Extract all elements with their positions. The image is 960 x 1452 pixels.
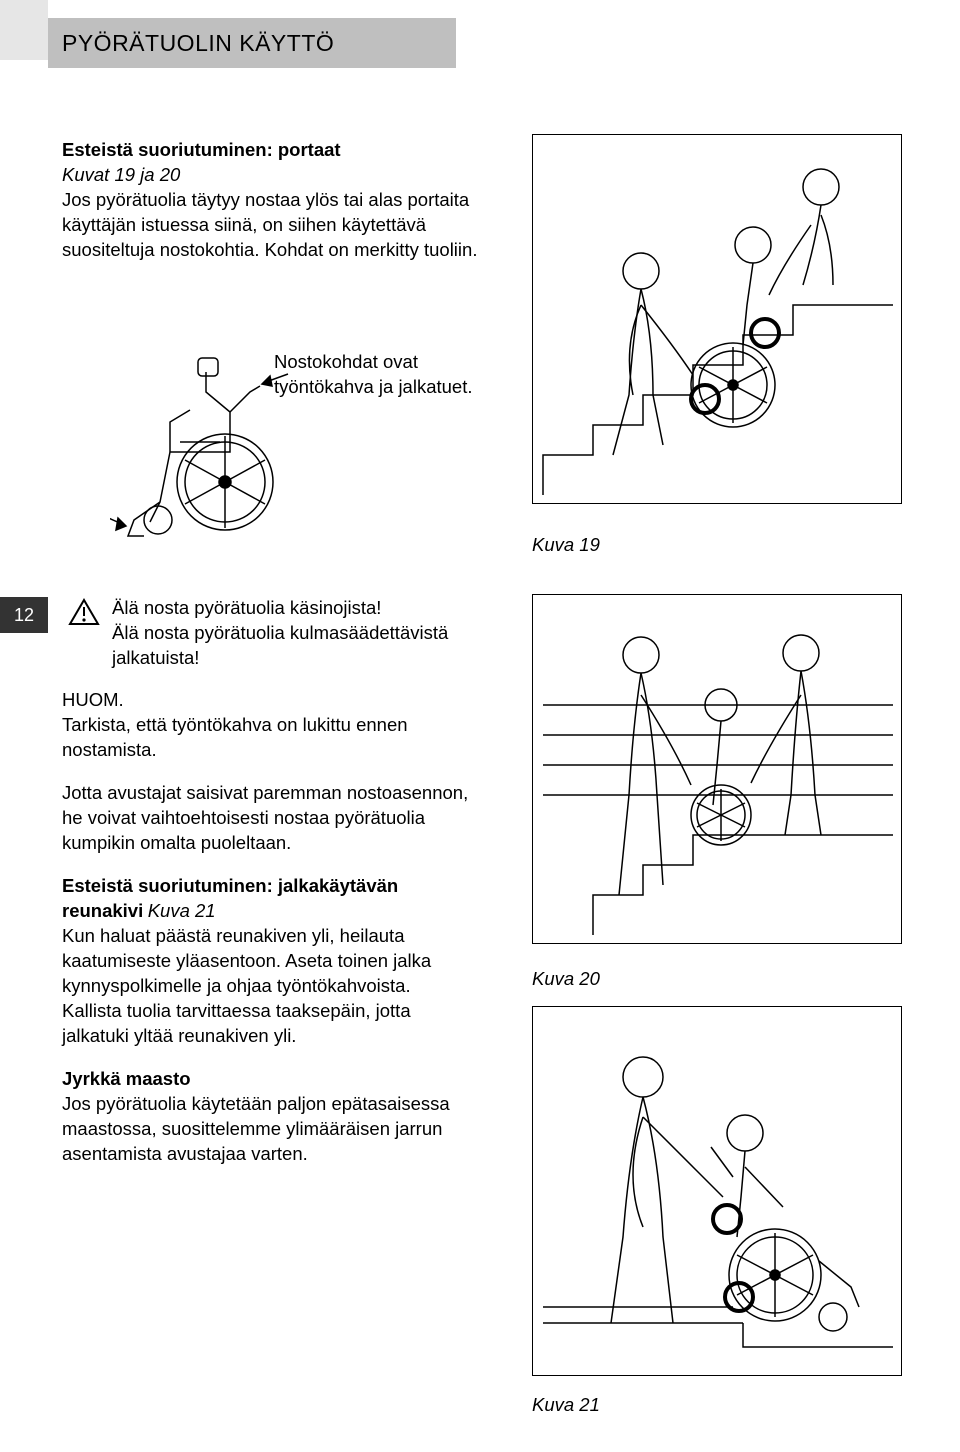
caption-21: Kuva 21: [532, 1394, 600, 1416]
note-label: HUOM.: [62, 689, 124, 710]
intro-block: Esteistä suoriutuminen: portaat Kuvat 19…: [62, 138, 482, 271]
intro-subheading: Esteistä suoriutuminen: portaat: [62, 139, 341, 160]
terrain-heading: Jyrkkä maasto: [62, 1068, 191, 1089]
warning-block: Älä nosta pyörätuolia käsinojista! Älä n…: [68, 596, 482, 671]
intro-body: Jos pyörätuolia täytyy nostaa ylös tai a…: [62, 189, 477, 260]
left-margin-tab: [0, 0, 48, 60]
warning-text: Älä nosta pyörätuolia käsinojista! Älä n…: [112, 596, 482, 671]
assist-paragraph: Jotta avustajat saisivat paremman nostoa…: [62, 782, 468, 853]
warning-line-2: Älä nosta pyörätuolia kulmasäädettävistä…: [112, 622, 448, 668]
warning-icon: [68, 598, 100, 626]
caption-20: Kuva 20: [532, 968, 600, 990]
figure-21: [532, 1006, 902, 1376]
lift-note: Nostokohdat ovat työntökahva ja jalkatue…: [274, 350, 474, 400]
figure-19: [532, 134, 902, 504]
lower-content: HUOM. Tarkista, että työntökahva on luki…: [62, 688, 482, 1174]
intro-caption-ref: Kuvat 19 ja 20: [62, 164, 180, 185]
kerb-heading: Esteistä suoriutuminen: jalkakäytävän re…: [62, 875, 398, 921]
section-header: PYÖRÄTUOLIN KÄYTTÖ: [48, 18, 456, 68]
page-number: 12: [0, 597, 48, 633]
figure-20: [532, 594, 902, 944]
warning-line-1: Älä nosta pyörätuolia käsinojista!: [112, 597, 381, 618]
kerb-ref: Kuva 21: [148, 900, 216, 921]
note-text: Tarkista, että työntökahva on lukittu en…: [62, 714, 408, 760]
lift-note-text: Nostokohdat ovat työntökahva ja jalkatue…: [274, 351, 473, 397]
kerb-body: Kun haluat päästä reunakiven yli, heilau…: [62, 925, 431, 1046]
section-title: PYÖRÄTUOLIN KÄYTTÖ: [62, 30, 334, 57]
terrain-body: Jos pyörätuolia käytetään paljon epätasa…: [62, 1093, 450, 1164]
page-number-text: 12: [14, 605, 34, 626]
caption-19: Kuva 19: [532, 534, 600, 556]
